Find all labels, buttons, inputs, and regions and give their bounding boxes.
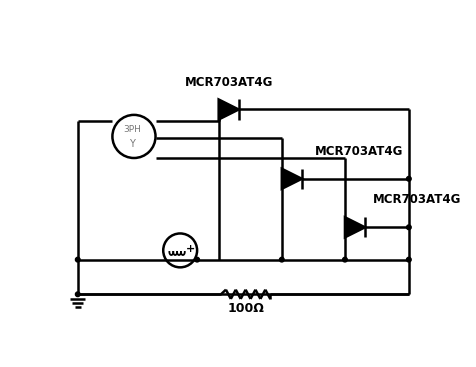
Circle shape xyxy=(75,292,80,297)
Text: MCR703AT4G: MCR703AT4G xyxy=(372,193,460,206)
Circle shape xyxy=(279,257,284,262)
Circle shape xyxy=(75,257,80,262)
Circle shape xyxy=(194,257,199,262)
Text: MCR703AT4G: MCR703AT4G xyxy=(184,76,272,89)
Polygon shape xyxy=(344,217,364,237)
Text: 100Ω: 100Ω xyxy=(227,302,264,315)
Circle shape xyxy=(342,257,347,262)
Polygon shape xyxy=(218,99,238,120)
Circle shape xyxy=(406,257,410,262)
Circle shape xyxy=(406,225,410,230)
Text: Y: Y xyxy=(129,139,135,149)
Circle shape xyxy=(406,177,410,181)
Text: +: + xyxy=(186,244,195,254)
Text: 3PH: 3PH xyxy=(123,125,141,134)
Polygon shape xyxy=(281,169,301,189)
Text: MCR703AT4G: MCR703AT4G xyxy=(314,145,402,158)
